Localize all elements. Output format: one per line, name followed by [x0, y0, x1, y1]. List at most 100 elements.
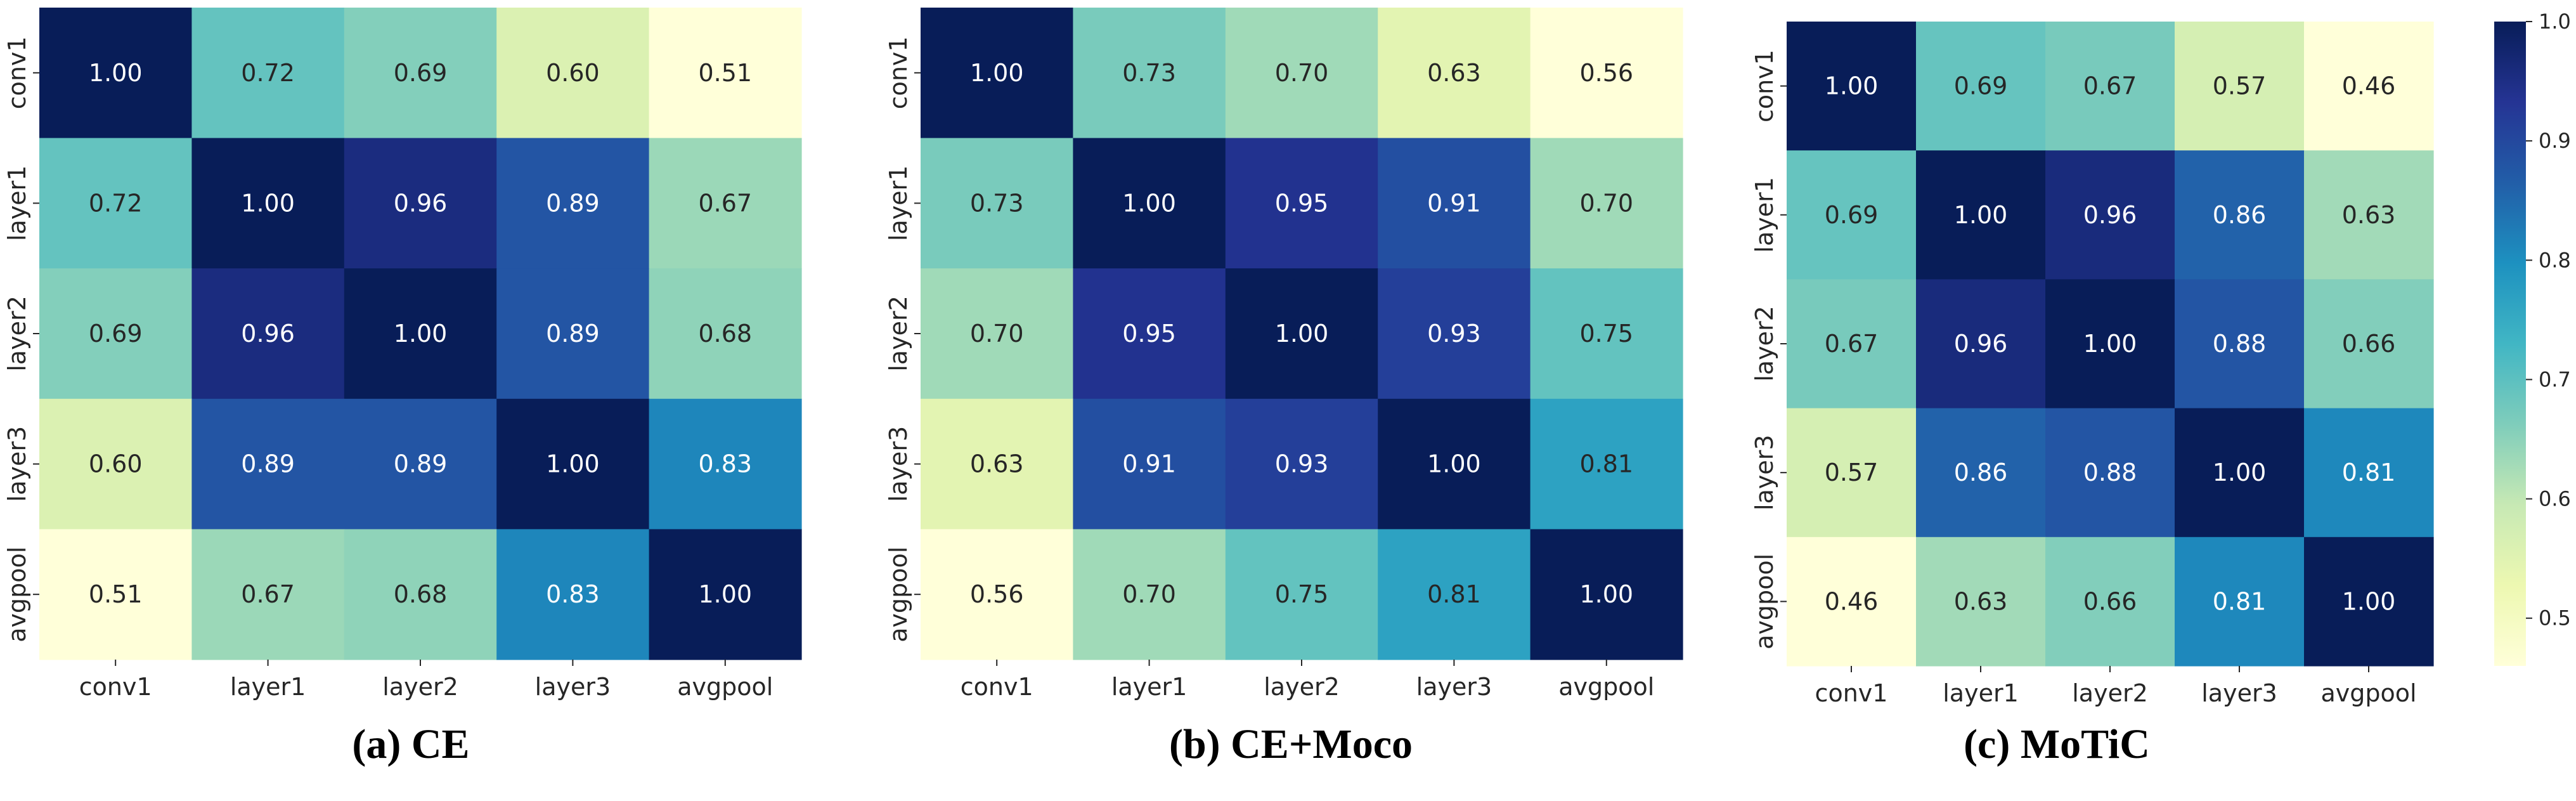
y-tick-label: layer1 [3, 166, 31, 242]
heatmap-cell [921, 8, 1073, 139]
cell-value-label: 0.89 [546, 189, 600, 217]
x-tick-label: layer2 [1264, 673, 1340, 701]
heatmap-cell [496, 398, 650, 530]
cell-value-label: 0.70 [970, 320, 1024, 348]
cell-value-label: 0.75 [1579, 320, 1633, 348]
cell-value-label: 1.00 [2213, 459, 2267, 486]
cell-value-label: 0.88 [2213, 330, 2267, 358]
y-tick-label: layer3 [3, 426, 31, 502]
cell-value-label: 0.66 [2342, 330, 2396, 358]
cell-value-label: 0.46 [1825, 587, 1879, 615]
cell-value-label: 0.57 [1825, 459, 1879, 486]
cell-value-label: 1.00 [1122, 189, 1176, 217]
x-tick-label: conv1 [1815, 679, 1888, 707]
y-tick-label: avgpool [3, 547, 31, 642]
heatmap-cell [2045, 22, 2175, 151]
cell-value-label: 0.57 [2213, 72, 2267, 100]
x-tick-label: avgpool [2320, 679, 2416, 707]
heatmap-cell [2045, 150, 2175, 280]
cell-value-label: 0.68 [394, 580, 448, 608]
cell-value-label: 0.51 [89, 580, 143, 608]
heatmap-cell [1916, 279, 2046, 409]
x-tick-label: conv1 [79, 673, 152, 701]
cell-value-label: 0.83 [546, 580, 600, 608]
heatmap-cell [191, 529, 345, 660]
cell-value-label: 0.66 [2083, 587, 2137, 615]
cell-value-label: 0.73 [970, 189, 1024, 217]
cell-value-label: 0.89 [394, 450, 448, 478]
cell-value-label: 0.69 [1954, 72, 2008, 100]
heatmap-cell [921, 529, 1073, 660]
x-tick-label: layer2 [382, 673, 458, 701]
heatmap-cell [2304, 279, 2434, 409]
cell-value-label: 0.89 [241, 450, 295, 478]
heatmap-cell [39, 138, 192, 269]
y-tick-label: conv1 [884, 36, 912, 109]
heatmap-cell [191, 398, 345, 530]
heatmap-cell [1378, 268, 1531, 400]
heatmap-cell [496, 8, 650, 139]
heatmap-cell [1530, 138, 1683, 269]
cell-value-label: 0.60 [89, 450, 143, 478]
cell-value-label: 1.00 [241, 189, 295, 217]
cell-value-label: 0.86 [2213, 201, 2267, 229]
heatmap-cell [496, 268, 650, 400]
cell-value-label: 0.63 [1427, 59, 1481, 87]
heatmap-cell [1225, 8, 1378, 139]
x-tick-label: layer3 [535, 673, 611, 701]
cell-value-label: 1.00 [2083, 330, 2137, 358]
heatmap-cell [2175, 150, 2305, 280]
cell-value-label: 0.72 [241, 59, 295, 87]
heatmap-cell [1530, 398, 1683, 530]
heatmap-cell [1787, 150, 1917, 280]
heatmap-cell [2175, 279, 2305, 409]
y-tick-label: layer2 [884, 296, 912, 372]
colorbar: 0.5 0.6 0.7 0.8 0.9 1.0 [2494, 10, 2571, 666]
heatmap-cell [1378, 529, 1531, 660]
heatmap-cell [191, 138, 345, 269]
heatmap-cell [344, 529, 497, 660]
x-tick-label: layer3 [2201, 679, 2277, 707]
heatmap-cell [649, 398, 802, 530]
cell-value-label: 1.00 [2342, 587, 2396, 615]
cell-value-label: 0.81 [1579, 450, 1633, 478]
colorbar-tick-label: 0.6 [2539, 487, 2571, 511]
cell-value-label: 1.00 [394, 320, 448, 348]
y-tick-label: layer2 [3, 296, 31, 372]
heatmap-cell [1073, 398, 1226, 530]
y-tick-label: avgpool [884, 547, 912, 642]
cell-value-label: 1.00 [1825, 72, 1879, 100]
cell-value-label: 0.69 [394, 59, 448, 87]
cell-value-label: 1.00 [970, 59, 1024, 87]
heatmap-cell [344, 398, 497, 530]
cell-value-label: 0.70 [1579, 189, 1633, 217]
heatmap-cell [1225, 138, 1378, 269]
heatmap-cell [1073, 268, 1226, 400]
cell-value-label: 0.96 [241, 320, 295, 348]
cell-value-label: 0.51 [698, 59, 752, 87]
cell-value-label: 0.93 [1275, 450, 1329, 478]
y-tick-label: layer1 [1751, 177, 1778, 253]
x-tick-label: conv1 [961, 673, 1033, 701]
cell-value-label: 0.67 [2083, 72, 2137, 100]
cell-value-label: 1.00 [1275, 320, 1329, 348]
heatmap-cell [2175, 537, 2305, 667]
cell-value-label: 0.70 [1122, 580, 1176, 608]
heatmap-cell [496, 529, 650, 660]
heatmap-cell [1787, 408, 1917, 538]
cell-value-label: 0.96 [2083, 201, 2137, 229]
heatmap-cell [1916, 150, 2046, 280]
heatmap-cell [649, 138, 802, 269]
heatmap-cell [1530, 529, 1683, 660]
heatmap-cell [1378, 138, 1531, 269]
heatmap-cell [1225, 529, 1378, 660]
heatmap-cell [2304, 150, 2434, 280]
x-tick-label: layer3 [1416, 673, 1492, 701]
panel-caption: (b) CE+Moco [1169, 721, 1413, 767]
colorbar-tick-label: 0.8 [2539, 248, 2571, 272]
heatmap-cell [344, 8, 497, 139]
heatmap-cell [921, 398, 1073, 530]
heatmap-cell [1378, 398, 1531, 530]
cell-value-label: 0.73 [1122, 59, 1176, 87]
heatmap-cell [39, 529, 192, 660]
